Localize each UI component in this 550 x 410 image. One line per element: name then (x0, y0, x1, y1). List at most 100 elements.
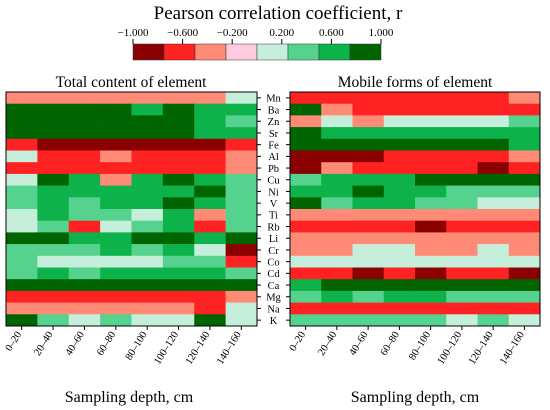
heatmap-cell (446, 267, 478, 280)
colorbar-tick-label: −1.000 (118, 27, 149, 39)
heatmap-cell (415, 232, 447, 245)
heatmap-cell (352, 173, 385, 186)
heatmap-cell (194, 127, 226, 140)
heatmap-cell (477, 92, 510, 104)
heatmap-cell (290, 197, 322, 210)
colorbar-swatch (163, 43, 196, 61)
heatmap-cell (446, 138, 478, 151)
heatmap-cell (352, 232, 385, 245)
x-tick-label: 80–100 (407, 330, 433, 363)
element-label: Li (269, 234, 278, 245)
heatmap-cell (100, 185, 132, 198)
heatmap-cell (508, 197, 541, 210)
heatmap-cell (290, 138, 322, 151)
heatmap-cell (162, 127, 195, 140)
heatmap-cell (321, 127, 353, 140)
heatmap-cell (6, 115, 38, 128)
heatmap-cell (162, 92, 195, 104)
heatmap-cell (37, 232, 70, 245)
panel-frame (289, 91, 541, 327)
heatmap-cell (446, 209, 478, 221)
heatmap-cell (352, 103, 385, 116)
heatmap-cell (225, 150, 258, 163)
heatmap-cell (508, 255, 541, 268)
heatmap-cell (383, 92, 416, 104)
element-label: Mn (266, 94, 281, 105)
heatmap-cell (321, 244, 353, 257)
heatmap-cell (194, 244, 226, 257)
heatmap-cell (162, 244, 195, 257)
heatmap-cell (194, 197, 226, 210)
heatmap-cell (37, 244, 70, 257)
heatmap-cell (508, 244, 541, 257)
heatmap-cell (415, 244, 447, 257)
heatmap-cell (131, 314, 164, 327)
heatmap-cell (6, 173, 38, 186)
heatmap-cell (321, 138, 353, 151)
heatmap-cell (415, 255, 447, 268)
heatmap-cell (446, 232, 478, 245)
heatmap-cell (446, 279, 478, 292)
heatmap-cell (290, 244, 322, 257)
heatmap-cell (68, 279, 101, 292)
heatmap-cell (446, 185, 478, 198)
x-tick-label: 140–160 (215, 330, 244, 367)
heatmap-cell (162, 255, 195, 268)
heatmap-cell (508, 115, 541, 128)
heatmap-cell (415, 185, 447, 198)
heatmap-cell (68, 150, 101, 163)
heatmap-cell (162, 220, 195, 233)
heatmap-cell (446, 162, 478, 175)
heatmap-cell (508, 220, 541, 233)
heatmap-cell (508, 232, 541, 245)
heatmap-cell (131, 209, 164, 221)
heatmap-cell (6, 314, 38, 327)
heatmap-cell (194, 150, 226, 163)
heatmap-cell (162, 279, 195, 292)
heatmap-cell (162, 173, 195, 186)
heatmap-cell (6, 185, 38, 198)
heatmap-cell (352, 138, 385, 151)
heatmap-cell (194, 220, 226, 233)
heatmap-cell (6, 244, 38, 257)
colorbar-swatch (318, 43, 351, 61)
heatmap-cell (383, 209, 416, 221)
heatmap-cell (225, 279, 258, 292)
heatmap-cell (37, 92, 70, 104)
heatmap-cell (508, 209, 541, 221)
heatmap-cell (477, 138, 510, 151)
heatmap-cell (131, 92, 164, 104)
heatmap-cell (383, 162, 416, 175)
heatmap-cell (68, 244, 101, 257)
heatmap-cell (352, 267, 385, 280)
heatmap-cell (131, 302, 164, 315)
heatmap-cell (508, 290, 541, 303)
heatmap-cell (290, 173, 322, 186)
heatmap-cell (6, 197, 38, 210)
x-tick-label: 60–80 (379, 330, 402, 358)
heatmap-cell (508, 162, 541, 175)
heatmap-cell (321, 150, 353, 163)
heatmap-cell (352, 127, 385, 140)
heatmap-cell (68, 173, 101, 186)
heatmap-cell (415, 220, 447, 233)
heatmap-cell (446, 103, 478, 116)
heatmap-cell (352, 162, 385, 175)
heatmap-cell (131, 220, 164, 233)
heatmap-cell (162, 162, 195, 175)
colorbar: −1.000 −0.600 −0.200 0.200 0.600 1.000 (118, 27, 394, 61)
heatmap-cell (68, 185, 101, 198)
heatmap-cell (383, 314, 416, 327)
heatmap-cell (100, 244, 132, 257)
heatmap-cell (225, 244, 258, 257)
colorbar-swatch (349, 43, 382, 61)
heatmap-cell (477, 290, 510, 303)
heatmap-cell (37, 185, 70, 198)
x-tick-label: 20–40 (32, 330, 55, 358)
heatmap-cell (68, 162, 101, 175)
heatmap-cell (383, 302, 416, 315)
heatmap-cell (68, 103, 101, 116)
heatmap-cell (37, 173, 70, 186)
heatmap-cell (290, 255, 322, 268)
heatmap-cell (352, 302, 385, 315)
